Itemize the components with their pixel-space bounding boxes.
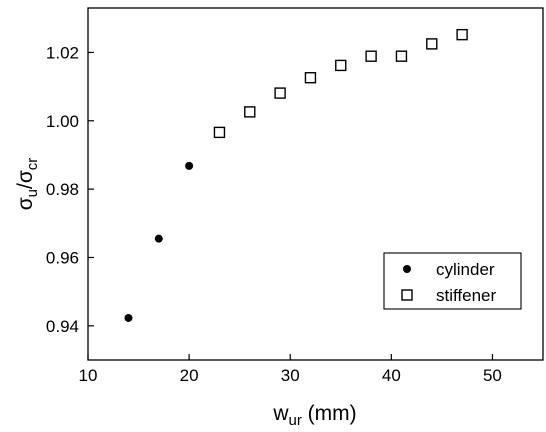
data-point-stiffener bbox=[366, 51, 376, 61]
data-point-stiffener bbox=[457, 30, 467, 40]
data-point-stiffener bbox=[336, 60, 346, 70]
data-point-stiffener bbox=[245, 107, 255, 117]
x-axis-label-unit: (mm) bbox=[302, 402, 357, 425]
legend-marker-cylinder bbox=[403, 265, 411, 273]
data-point-cylinder bbox=[155, 235, 163, 243]
data-point-stiffener bbox=[427, 39, 437, 49]
y-axis-label: σu/σcr bbox=[14, 158, 41, 211]
data-point-stiffener bbox=[214, 127, 224, 137]
data-point-stiffener bbox=[275, 88, 285, 98]
y-axis-label-slash: /σ bbox=[14, 170, 37, 189]
y-axis-label-sub1: u bbox=[24, 189, 41, 197]
y-tick-label: 1.00 bbox=[46, 112, 79, 131]
x-axis-label-main: w bbox=[272, 402, 289, 425]
x-tick-label: 30 bbox=[281, 366, 300, 385]
data-point-stiffener bbox=[305, 73, 315, 83]
legend: cylinder stiffener bbox=[384, 253, 521, 309]
x-tick-label: 20 bbox=[180, 366, 199, 385]
legend-label-stiffener: stiffener bbox=[436, 286, 497, 305]
legend-label-cylinder: cylinder bbox=[436, 260, 495, 279]
y-tick-label: 0.94 bbox=[46, 317, 79, 336]
y-tick-label: 1.02 bbox=[46, 43, 79, 62]
x-tick-label: 10 bbox=[79, 366, 98, 385]
y-axis-label-sub2: cr bbox=[24, 158, 41, 171]
data-point-cylinder bbox=[185, 162, 193, 170]
y-tick-label: 0.96 bbox=[46, 248, 79, 267]
y-tick-label: 0.98 bbox=[46, 180, 79, 199]
y-axis-label-main: σ bbox=[14, 197, 37, 210]
data-point-cylinder bbox=[124, 314, 132, 322]
x-tick-label: 40 bbox=[382, 366, 401, 385]
x-axis-label-sub: ur bbox=[289, 412, 302, 429]
axis-ticks: 10 20 30 40 50 0.94 0.96 0.98 1.00 1.02 bbox=[46, 43, 502, 385]
x-tick-label: 50 bbox=[483, 366, 502, 385]
data-point-stiffener bbox=[396, 51, 406, 61]
x-axis-label: wur (mm) bbox=[272, 402, 356, 429]
legend-marker-stiffener bbox=[402, 290, 412, 300]
